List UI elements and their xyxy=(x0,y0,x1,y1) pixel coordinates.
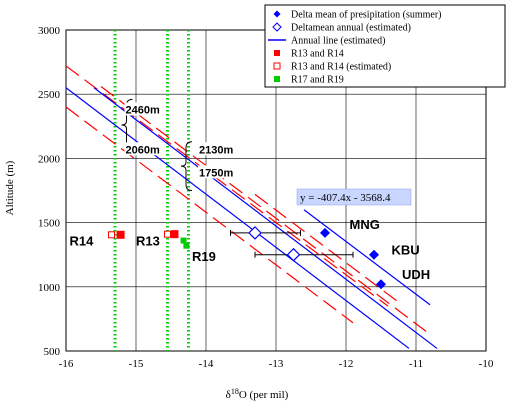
r13-r14-est-point xyxy=(108,231,115,239)
y-axis-title: Altitude (m) xyxy=(4,160,16,215)
equation-box: y = -407.4x - 3568.4 xyxy=(296,188,412,206)
point-label: R19 xyxy=(192,249,216,264)
r13-r14-est-point xyxy=(164,230,171,238)
x-tick-label: -15 xyxy=(129,358,144,370)
series-layer: MNG KBU UDH R14 R13 R19 2460m 2060m 2130m 1750m xyxy=(65,30,438,351)
red-dashed-line xyxy=(65,65,389,307)
x-tick-label: -13 xyxy=(269,358,284,370)
annual-line xyxy=(65,87,410,349)
legend-marker xyxy=(272,22,282,32)
altitude-annotation: 2130m xyxy=(199,144,233,156)
r17-r19-point xyxy=(180,237,187,244)
r17-r19-point xyxy=(183,242,190,249)
altitude-annotation-bg xyxy=(124,142,161,156)
y-tick-label: 3000 xyxy=(38,25,61,37)
legend: Delta mean of presipitation (summer) Delt… xyxy=(264,4,506,88)
x-tick-label: -16 xyxy=(59,358,74,370)
r13-r14-point xyxy=(116,230,125,239)
equation-label: y = -407.4x - 3568.4 xyxy=(300,192,391,204)
red-dashed-line xyxy=(254,193,403,306)
tick-labels: -16 -15 -14 -13 -12 -11 -10 500 1000 1500 2000 2500… xyxy=(38,25,494,370)
y-tick-label: 1500 xyxy=(38,218,61,230)
altitude-annotation-bg xyxy=(198,165,234,179)
legend-label: R13 and R14 (estimated) xyxy=(291,62,391,73)
legend-label: Annual line (estimated) xyxy=(291,36,385,47)
annual-point xyxy=(248,226,262,240)
legend-marker xyxy=(274,50,280,56)
point-label: KBU xyxy=(392,243,420,258)
point-label: R13 xyxy=(136,234,160,249)
x-tick-label: -14 xyxy=(199,358,214,370)
legend-box xyxy=(264,4,506,88)
x-axis-title: δ18O (per mil) xyxy=(226,387,289,402)
x-tick-label: -10 xyxy=(479,358,494,370)
y-tick-label: 2000 xyxy=(38,153,61,165)
x-tick-label: -12 xyxy=(339,358,354,370)
point-label: MNG xyxy=(350,217,380,232)
point-label: R14 xyxy=(70,234,95,249)
altitude-annotation-bg xyxy=(198,142,234,156)
legend-marker xyxy=(273,10,281,18)
altitude-bracket xyxy=(180,141,193,191)
legend-label: R13 and R14 xyxy=(291,49,344,60)
altitude-annotation: 2060m xyxy=(126,144,160,156)
legend-label: R17 and R19 xyxy=(291,75,344,86)
summer-point xyxy=(320,227,330,238)
summer-point xyxy=(376,279,386,290)
annual-line-parallel xyxy=(93,87,438,349)
altitude-annotation: 1750m xyxy=(199,167,233,179)
r13-r14-point xyxy=(170,230,179,239)
altitude-annotation-bg xyxy=(124,102,161,116)
summer-point xyxy=(369,249,379,260)
point-label: UDH xyxy=(402,267,430,282)
y-tick-label: 2500 xyxy=(38,89,61,101)
annual-line-short xyxy=(303,209,431,306)
y-tick-label: 500 xyxy=(44,346,61,358)
altitude-annotation: 2460m xyxy=(126,104,160,116)
annual-point xyxy=(286,247,301,262)
legend-marker xyxy=(273,62,281,70)
legend-marker xyxy=(274,76,280,82)
y-tick-label: 1000 xyxy=(38,282,61,294)
red-dashed-line xyxy=(65,106,354,324)
legend-label: Deltamean annual (estimated) xyxy=(291,23,411,34)
legend-label: Delta mean of presipitation (summer) xyxy=(291,10,442,21)
red-dashed-line xyxy=(100,86,431,335)
x-tick-label: -11 xyxy=(409,358,423,370)
